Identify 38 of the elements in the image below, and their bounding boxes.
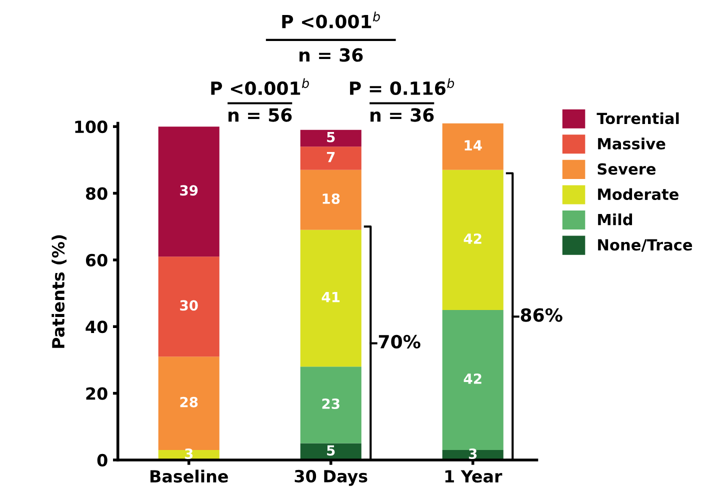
data-label: 30	[180, 300, 198, 311]
data-label: 3	[468, 448, 477, 459]
x-tick-label: 30 Days	[294, 470, 368, 486]
data-label: 41	[322, 292, 340, 302]
text: n = 36	[370, 108, 434, 122]
y-tick-label: 0	[97, 454, 108, 467]
text: P <0.001$^{b}$	[282, 12, 380, 28]
x-tick-label: 1 Year	[445, 470, 502, 483]
legend-label: Torrential	[596, 112, 679, 124]
annotation: 86%	[520, 308, 562, 322]
text: n = 56	[228, 108, 292, 122]
y-tick-label: 100	[75, 120, 108, 134]
y-tick-label: 40	[86, 320, 108, 334]
legend-label: Severe	[598, 163, 656, 175]
legend-label: Moderate	[598, 188, 678, 200]
data-label: 18	[322, 193, 340, 204]
data-label: 14	[464, 140, 482, 150]
annotation: 70%	[378, 334, 420, 349]
data-label: 28	[180, 396, 198, 408]
data-label: 39	[180, 185, 198, 196]
x-tick-label: Baseline	[150, 470, 228, 483]
data-label: 23	[322, 398, 340, 409]
data-label: 42	[464, 373, 482, 384]
data-label: 7	[326, 152, 335, 162]
y-tick-label: 80	[86, 187, 108, 200]
legend-label: None/Trace	[598, 239, 692, 252]
legend-label: Massive	[598, 138, 666, 150]
y-tick-label: 60	[86, 254, 108, 267]
text: P <0.001$^{b}$	[211, 78, 309, 96]
data-label: 5	[327, 132, 335, 142]
data-label: 5	[327, 445, 335, 456]
data-label: 42	[464, 233, 482, 244]
text: n = 36	[300, 48, 363, 62]
data-label: 3	[184, 448, 193, 459]
legend-label: Mild	[598, 213, 632, 226]
text: P = 0.116$^{b}$	[350, 78, 454, 96]
y-tick-label: 20	[86, 387, 108, 400]
y-axis-title: Patients (%)	[52, 235, 67, 348]
